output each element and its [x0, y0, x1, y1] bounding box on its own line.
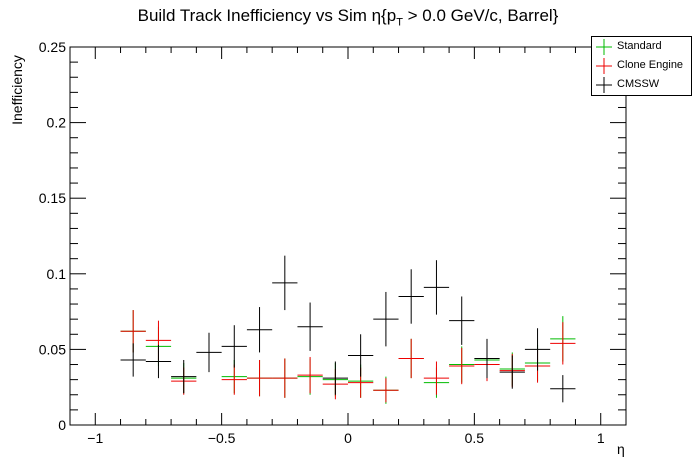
data-point-clone-engine	[423, 361, 450, 395]
y-axis-label: Inefficiency	[9, 55, 25, 125]
legend-label-clone-engine: Clone Engine	[617, 59, 684, 71]
y-tick-label: 0.2	[47, 115, 67, 131]
series-standard	[120, 310, 576, 404]
legend-marker-clone-engine	[596, 58, 612, 74]
data-point-clone-engine	[398, 338, 424, 379]
x-axis-label: η	[617, 441, 625, 457]
data-point-clone-engine	[373, 378, 399, 403]
title-prefix: Build Track Inefficiency vs Sim η{p	[137, 6, 397, 25]
x-tick-label: 0	[344, 430, 352, 446]
plot-border	[69, 46, 627, 426]
data-point-cmssw	[449, 296, 475, 345]
x-tick-label: −1	[87, 430, 103, 446]
data-point-cmssw	[550, 375, 576, 403]
data-point-clone-engine	[449, 347, 475, 385]
data-point-clone-engine	[550, 322, 576, 365]
y-tick-label: 0.05	[39, 341, 66, 357]
title-suffix: > 0.0 GeV/c, Barrel}	[402, 6, 559, 25]
data-point-cmssw	[322, 361, 348, 395]
data-marks	[120, 255, 576, 404]
x-axis: −1 −0.5 0 0.5 1	[69, 47, 627, 446]
legend-item-standard: Standard	[592, 38, 691, 56]
series-cmssw	[120, 255, 576, 403]
data-point-cmssw	[373, 291, 399, 347]
data-point-cmssw	[297, 302, 323, 351]
data-point-cmssw	[398, 269, 424, 324]
legend-item-cmssw: CMSSW	[592, 76, 691, 94]
data-point-cmssw	[221, 325, 247, 368]
data-point-cmssw	[171, 359, 197, 394]
data-point-cmssw	[272, 255, 298, 311]
legend-label-cmssw: CMSSW	[617, 78, 660, 90]
data-point-cmssw	[348, 334, 374, 377]
y-axis: 0 0.05 0.1 0.15 0.2 0.25	[39, 39, 626, 433]
chart-title: Build Track Inefficiency vs Sim η{pT > 0…	[0, 6, 696, 28]
title-subscript: T	[396, 16, 403, 29]
y-tick-label: 0.1	[47, 266, 67, 282]
y-tick-label: 0	[58, 417, 66, 433]
data-point-cmssw	[246, 307, 273, 353]
data-point-cmssw	[524, 328, 551, 371]
data-point-clone-engine	[297, 356, 323, 394]
legend-marker-standard	[596, 39, 612, 55]
data-point-clone-engine	[221, 364, 247, 395]
legend: Standard Clone Engine CMSSW	[591, 36, 692, 96]
data-point-cmssw	[120, 343, 146, 377]
y-tick-label: 0.25	[39, 39, 66, 55]
data-point-cmssw	[499, 355, 525, 389]
data-point-clone-engine	[272, 358, 298, 398]
plot-frame	[69, 46, 627, 426]
data-point-cmssw	[196, 332, 222, 373]
x-tick-label: −0.5	[208, 430, 236, 446]
x-tick-label: 0.5	[465, 430, 485, 446]
x-tick-label: 1	[597, 430, 605, 446]
legend-item-clone-engine: Clone Engine	[592, 57, 691, 75]
legend-marker-cmssw	[596, 77, 612, 93]
data-point-cmssw	[145, 344, 172, 379]
data-point-clone-engine	[246, 359, 273, 397]
legend-label-standard: Standard	[617, 40, 662, 52]
series-clone-engine	[120, 310, 576, 403]
data-point-cmssw	[474, 338, 500, 379]
data-point-cmssw	[423, 260, 450, 315]
y-tick-label: 0.15	[39, 190, 66, 206]
